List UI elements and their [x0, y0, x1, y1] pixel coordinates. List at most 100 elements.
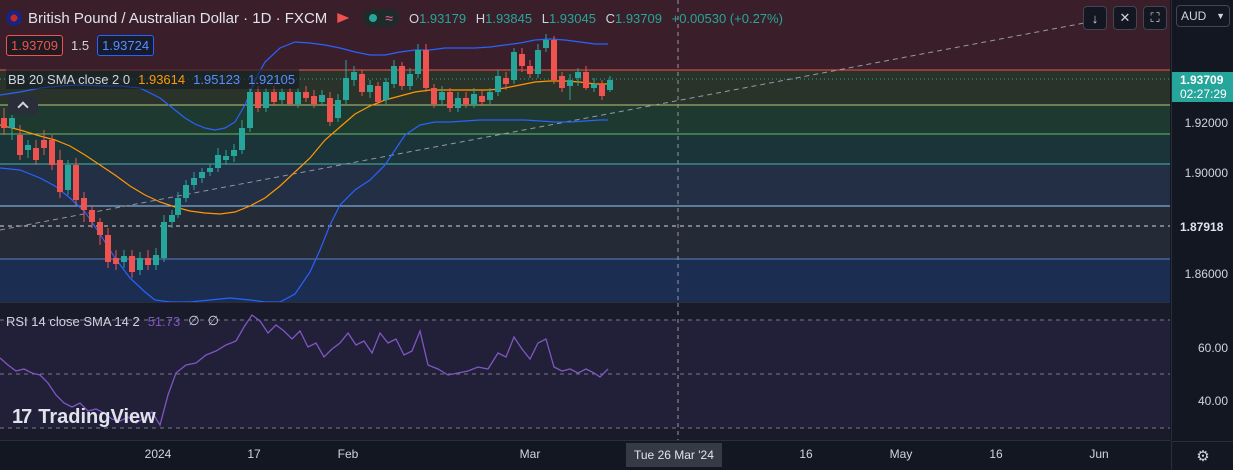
rsi-line [0, 314, 609, 427]
rsi-chart-svg [0, 303, 1170, 440]
price-chart-pane[interactable]: British Pound / Australian Dollar · 1D ·… [0, 0, 1170, 302]
sell-button[interactable]: 1.93709 [6, 35, 63, 56]
bb-upper-value: 1.95123 [193, 71, 241, 87]
candle-body [407, 74, 413, 86]
live-data-badge[interactable]: ≈ [363, 9, 399, 27]
symbol-title[interactable]: British Pound / Australian Dollar · 1D ·… [28, 9, 328, 27]
candle-body [279, 92, 285, 100]
zone-red [0, 0, 1170, 70]
candle-body [303, 92, 309, 98]
candle-body [295, 92, 301, 104]
candle-body [567, 80, 573, 86]
candle-body [81, 198, 87, 210]
candle-body [439, 92, 445, 100]
bb-legend[interactable]: BB 20 SMA close 2 0 1.93614 1.95123 1.92… [6, 69, 300, 89]
hline-price-tag: 1.87918 [1172, 218, 1233, 236]
candle-body [399, 66, 405, 86]
candle-body [175, 198, 181, 215]
time-tick: Jun [1089, 447, 1109, 461]
candle-body [351, 72, 357, 80]
candle-body [33, 148, 39, 160]
candle-body [191, 178, 197, 185]
rsi-value: 51.73 [147, 313, 181, 329]
candle-body [207, 168, 213, 172]
bb-label: BB 20 SMA close 2 0 [8, 71, 131, 87]
time-tick: Mar [519, 447, 541, 461]
currency-selector[interactable]: AUD ▼ [1176, 5, 1230, 27]
time-axis[interactable]: 2024 17 Feb Mar Tue 26 Mar '24 16 May 16… [0, 440, 1171, 470]
candle-body [367, 85, 373, 92]
zone-green [0, 105, 1170, 134]
candle-body [511, 52, 517, 80]
rsi-pane[interactable]: RSI 14 close SMA 14 2 51.73 ∅ ∅ 17 Tradi… [0, 303, 1170, 440]
buy-button[interactable]: 1.93724 [97, 35, 155, 56]
market-status-icon [337, 13, 350, 23]
candle-body [527, 66, 533, 74]
candle-body [73, 165, 79, 200]
candle-body [215, 155, 221, 168]
candle-body [57, 160, 63, 192]
bb-lower-band [0, 119, 608, 302]
candle-body [97, 222, 103, 235]
candle-body [17, 135, 23, 155]
collapse-legend-button[interactable] [8, 95, 38, 115]
candle-body [343, 78, 349, 100]
candle-body [375, 86, 381, 102]
collapse-button[interactable]: ✕ [1113, 6, 1137, 30]
candle-body [25, 145, 31, 150]
ohlc-values: O1.93179 H1.93845 L1.93045 C1.93709 +0.0… [409, 11, 783, 26]
rsi-legend[interactable]: RSI 14 close SMA 14 2 51.73 ∅ ∅ [6, 311, 219, 331]
scroll-down-button[interactable]: ↓ [1083, 6, 1107, 30]
candle-body [9, 118, 15, 128]
price-tick: 1.92000 [1184, 116, 1228, 130]
candle-body [287, 92, 293, 104]
currency-label: AUD [1181, 9, 1207, 23]
price-axis[interactable]: AUD ▼ 1.93709 02:27:29 1.92000 1.90000 1… [1171, 0, 1233, 440]
candle-body [559, 76, 565, 88]
high-label: H [475, 10, 486, 26]
candle-body [231, 150, 237, 156]
candle-body [487, 92, 493, 100]
candle-body [495, 76, 501, 92]
candle-body [551, 40, 557, 80]
candle-body [423, 50, 429, 88]
fullscreen-button[interactable]: ⛶ [1143, 6, 1167, 30]
candle-body [447, 92, 453, 108]
candle-body [41, 140, 47, 148]
crosshair-time-label: Tue 26 Mar '24 [626, 443, 722, 467]
candle-body [49, 140, 55, 165]
chart-settings-button[interactable]: ⚙ [1171, 441, 1233, 470]
candle-body [105, 235, 111, 262]
candle-body [65, 165, 71, 190]
candle-body [183, 185, 189, 198]
tradingview-logo[interactable]: 17 TradingView [12, 406, 156, 429]
candle-body [391, 66, 397, 84]
candle-body [1, 118, 7, 128]
bb-lower-value: 1.92105 [248, 71, 296, 87]
candle-body [471, 94, 477, 104]
candle-body [271, 92, 277, 102]
time-tick: May [889, 447, 913, 461]
candle-body [199, 172, 205, 178]
candlestick-series [1, 34, 613, 278]
candle-body [223, 156, 229, 160]
rsi-label: RSI 14 close SMA 14 2 [6, 313, 140, 329]
gear-icon: ⚙ [1196, 448, 1210, 465]
chevron-up-icon [17, 101, 29, 113]
candle-body [535, 50, 541, 74]
change-value: +0.00530 (+0.27%) [671, 10, 783, 26]
bar-countdown: 02:27:29 [1180, 87, 1227, 101]
candle-body [137, 258, 143, 270]
collapse-icon: ✕ [1119, 10, 1131, 25]
rsi-tick: 60.00 [1197, 341, 1228, 355]
zone-teal [0, 134, 1170, 164]
candle-body [145, 258, 151, 265]
zone-grey [0, 206, 1170, 259]
candle-body [575, 72, 581, 78]
time-tick: 2024 [144, 447, 172, 461]
pane-separator[interactable] [0, 302, 1170, 303]
candle-body [247, 92, 253, 128]
trend-line-drawing[interactable] [0, 19, 1101, 231]
rsi-extra-value-2: ∅ [207, 313, 219, 328]
logo-text: TradingView [38, 406, 156, 428]
